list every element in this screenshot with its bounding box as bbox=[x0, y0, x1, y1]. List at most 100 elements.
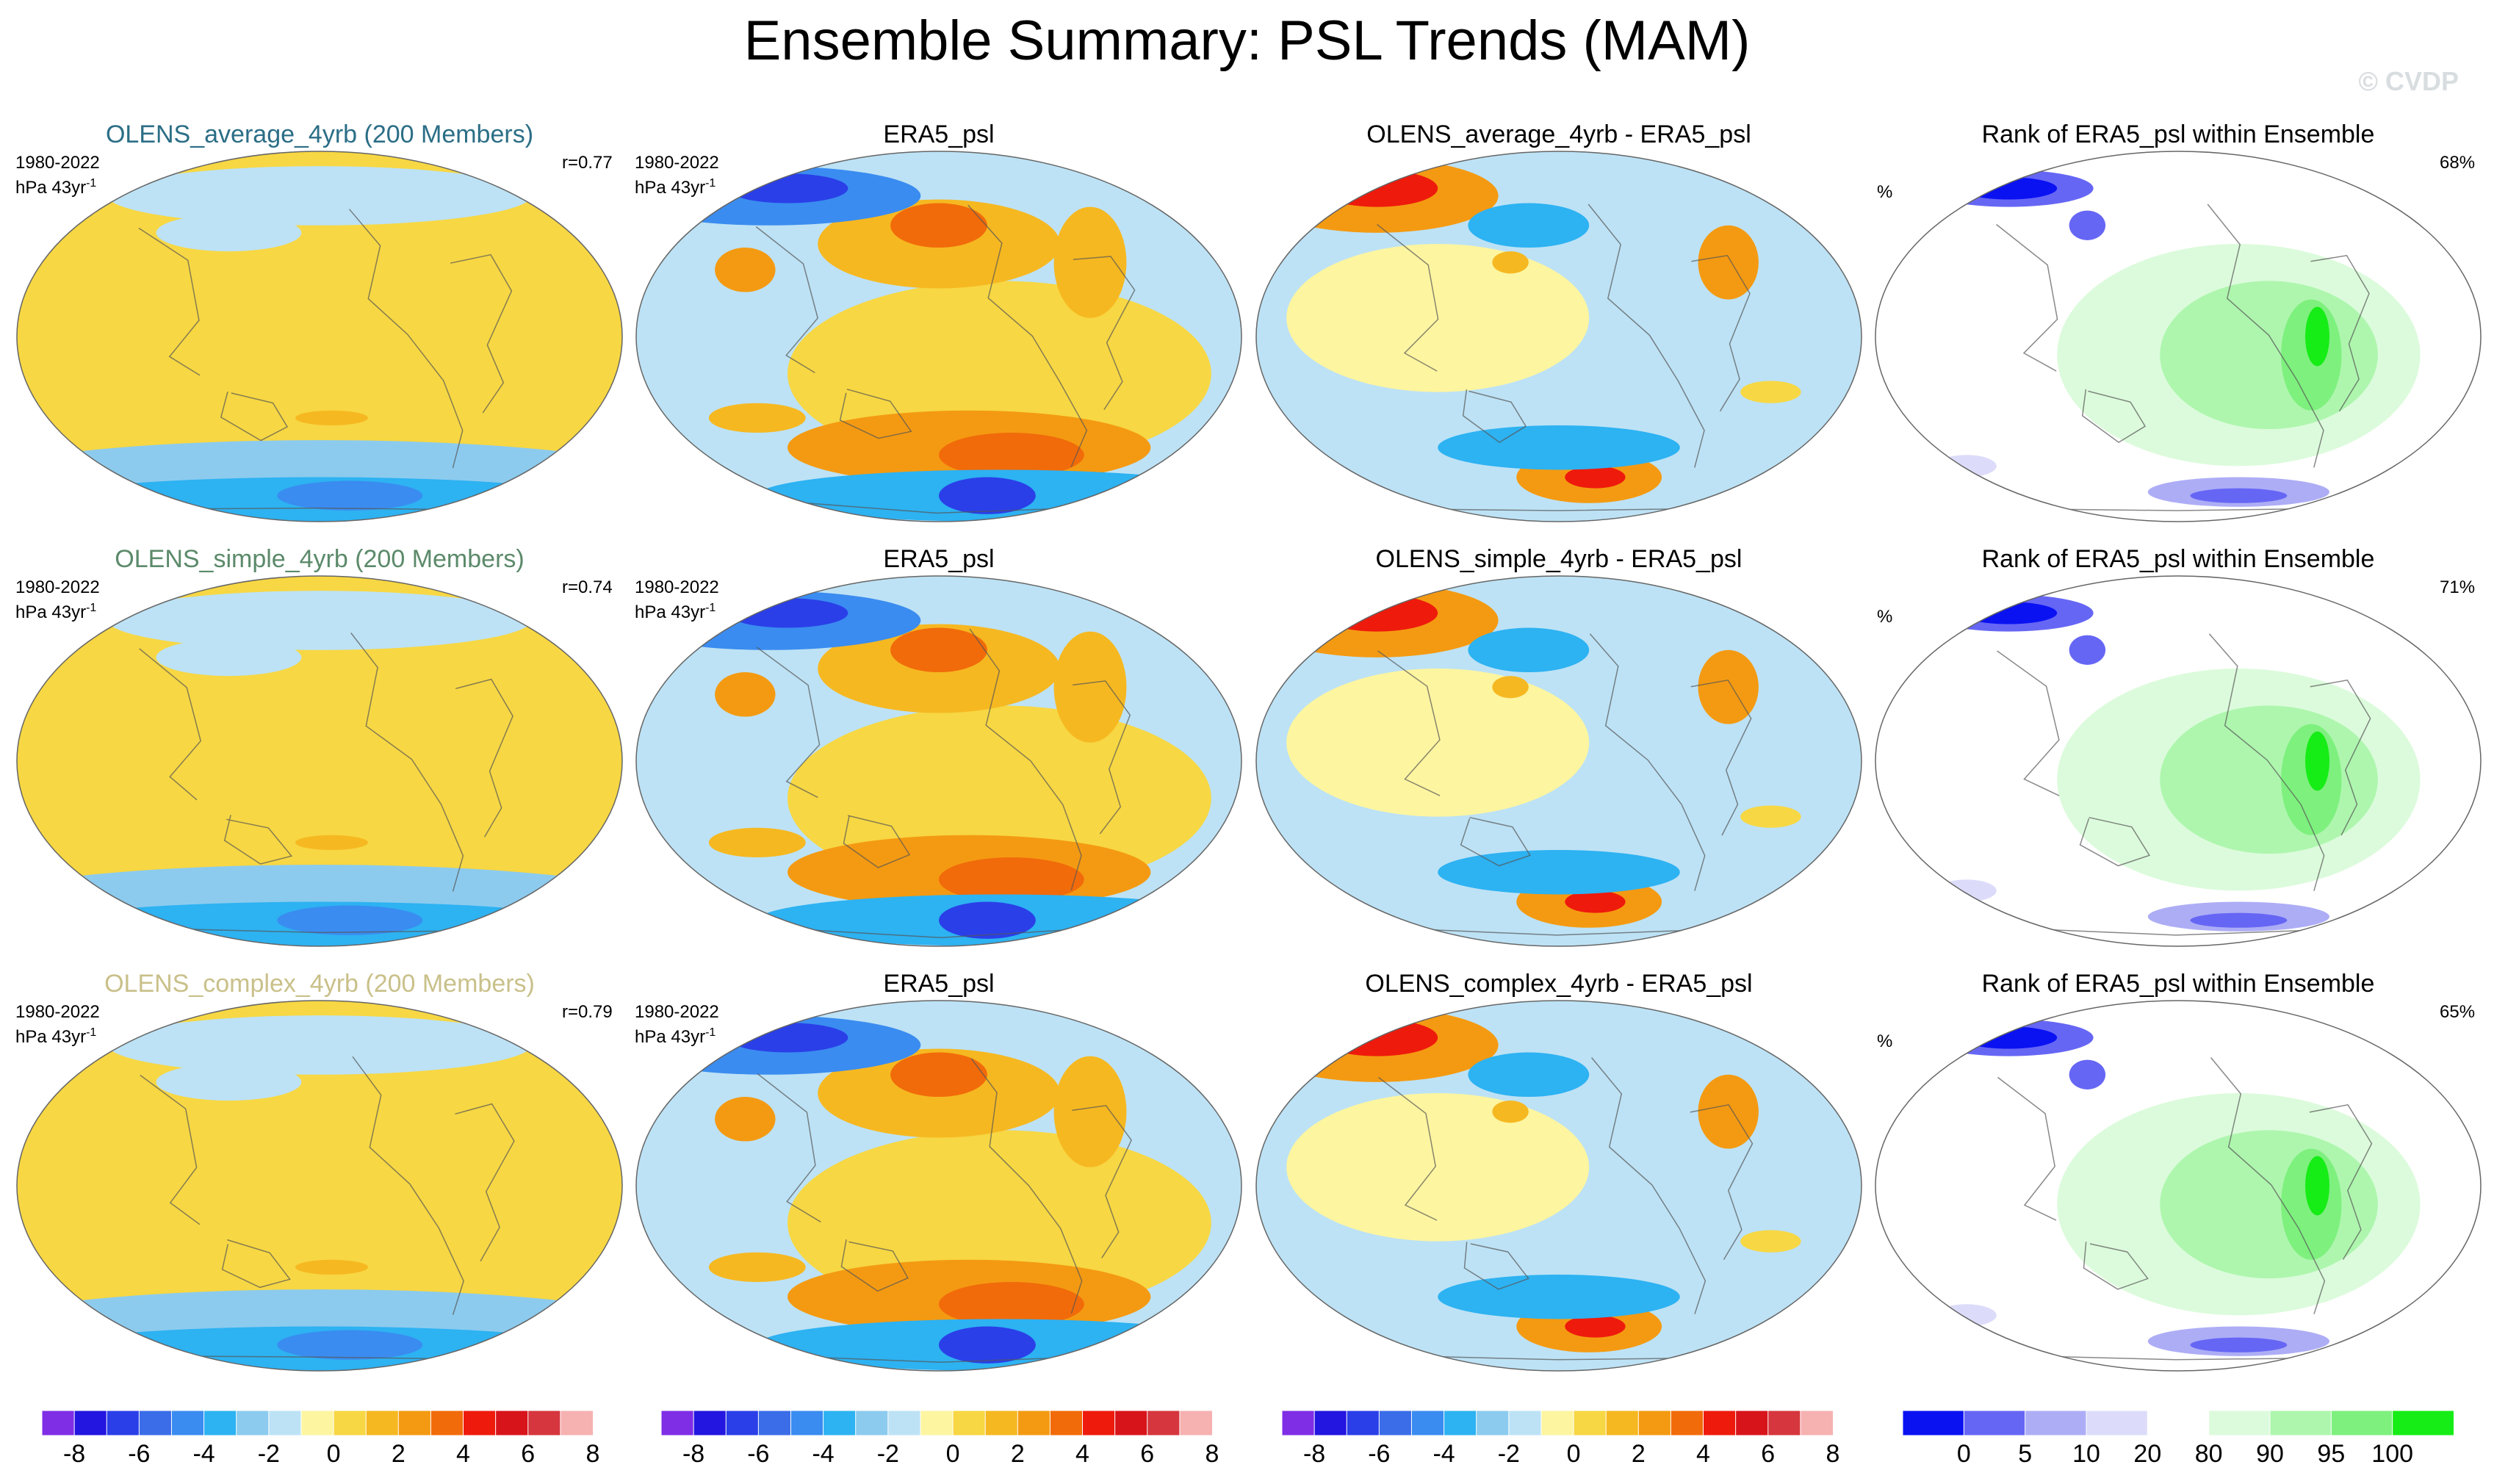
rank-unit: % bbox=[1877, 607, 1893, 627]
obs-field-region bbox=[890, 1052, 987, 1098]
coastline bbox=[694, 628, 1182, 939]
obs-field-region bbox=[727, 173, 848, 203]
colorbar-tick-label: 100 bbox=[2371, 1440, 2414, 1468]
colorbar-swatch bbox=[1573, 1411, 1607, 1436]
colorbar-swatch bbox=[1767, 1411, 1801, 1436]
colorbar-swatch bbox=[2025, 1411, 2088, 1436]
colorbar-tick-label: -2 bbox=[876, 1440, 899, 1468]
rank-field-region bbox=[1936, 455, 1997, 478]
obs-title-row2: ERA5_psl bbox=[883, 545, 995, 573]
colorbar-swatch bbox=[2147, 1411, 2210, 1436]
colorbar-swatch bbox=[661, 1411, 695, 1436]
pattern-correlation: r=0.77 bbox=[562, 153, 613, 173]
rank-field-region bbox=[2305, 306, 2329, 367]
coastline bbox=[1314, 1057, 1802, 1361]
model-field-region bbox=[295, 835, 368, 850]
colorbar-swatch bbox=[2392, 1411, 2454, 1436]
colorbar-tick-label: 2 bbox=[1010, 1440, 1025, 1468]
colorbar-tick-label: 95 bbox=[2317, 1440, 2346, 1468]
colorbar-swatch bbox=[1670, 1411, 1704, 1436]
colorbar-tick-label: 8 bbox=[1205, 1440, 1219, 1468]
rank-global-percent: 65% bbox=[2440, 1002, 2476, 1022]
model-field-region bbox=[107, 1015, 532, 1075]
obs-field-region bbox=[939, 857, 1084, 902]
colorbar-swatch bbox=[1082, 1411, 1116, 1436]
rank-field-region bbox=[2069, 635, 2106, 665]
ensemble-title-row1: OLENS_average_4yrb (200 Members) bbox=[105, 120, 534, 148]
diff-field-region bbox=[1565, 890, 1626, 913]
colorbar-swatch bbox=[1735, 1411, 1769, 1436]
colorbar-swatch bbox=[855, 1411, 889, 1436]
colorbar-swatch bbox=[1540, 1411, 1575, 1436]
units-label: hPa 43yr-1 bbox=[15, 602, 97, 622]
rank-field-region bbox=[2069, 1059, 2106, 1089]
coastline bbox=[1933, 1057, 2421, 1361]
map-boundary bbox=[635, 1000, 1242, 1372]
colorbar-swatch bbox=[952, 1411, 987, 1436]
colorbar-swatch bbox=[2086, 1411, 2149, 1436]
units-label: hPa 43yr-1 bbox=[635, 177, 716, 198]
colorbar-swatch bbox=[1313, 1411, 1348, 1436]
map-boundary bbox=[1875, 1000, 2482, 1372]
colorbar-tick-label: 2 bbox=[1631, 1440, 1646, 1468]
colorbar-swatch bbox=[495, 1411, 529, 1436]
rank-field-region bbox=[1960, 602, 2058, 624]
units-label: hPa 43yr-1 bbox=[635, 602, 716, 622]
coastline bbox=[75, 633, 561, 934]
colorbar-swatch bbox=[73, 1411, 108, 1436]
trend-colorbar-1 bbox=[42, 1411, 593, 1436]
obs-title-row3: ERA5_psl bbox=[883, 970, 995, 998]
diff-field-region bbox=[1492, 1101, 1529, 1123]
coastline bbox=[696, 204, 1182, 514]
colorbar-swatch bbox=[1476, 1411, 1510, 1436]
colorbar-tick-label: -2 bbox=[257, 1440, 280, 1468]
rank-field-region bbox=[1960, 177, 2058, 200]
period-label: 1980-2022 bbox=[635, 577, 719, 597]
colorbar-tick-label: 2 bbox=[391, 1440, 406, 1468]
colorbar-swatch bbox=[1346, 1411, 1380, 1436]
colorbar-swatch bbox=[920, 1411, 954, 1436]
diff-field-region bbox=[1565, 466, 1626, 489]
period-label: 1980-2022 bbox=[635, 153, 719, 173]
colorbar-swatch bbox=[138, 1411, 173, 1436]
diff-field-region bbox=[1740, 1230, 1801, 1253]
colorbar-swatch bbox=[1963, 1411, 2026, 1436]
coastline bbox=[1936, 633, 2421, 936]
rank-title-row2: Rank of ERA5_psl within Ensemble bbox=[1981, 545, 2375, 573]
colorbar-swatch bbox=[1508, 1411, 1542, 1436]
units-exponent: -1 bbox=[705, 602, 716, 614]
colorbar-tick-label: -4 bbox=[1432, 1440, 1455, 1468]
colorbar-swatch bbox=[463, 1411, 497, 1436]
obs-field-region bbox=[708, 827, 806, 858]
rank-field-region bbox=[2160, 705, 2378, 854]
obs-field-region bbox=[715, 672, 776, 717]
diff-field-region bbox=[1438, 849, 1680, 895]
coastline bbox=[1933, 203, 2421, 511]
map-boundary bbox=[16, 1000, 623, 1372]
units-exponent: -1 bbox=[705, 1026, 716, 1039]
colorbar-tick-label: 6 bbox=[1761, 1440, 1776, 1468]
obs-field-region bbox=[727, 598, 848, 628]
pattern-correlation: r=0.79 bbox=[562, 1002, 613, 1022]
colorbar-tick-label: -2 bbox=[1497, 1440, 1520, 1468]
diff-map-row1 bbox=[1255, 151, 1862, 522]
colorbar-swatch bbox=[1114, 1411, 1148, 1436]
obs-map-row1 bbox=[635, 151, 1242, 522]
colorbar-swatch bbox=[268, 1411, 302, 1436]
period-label: 1980-2022 bbox=[635, 1002, 719, 1022]
obs-field-region bbox=[890, 627, 987, 673]
map-boundary bbox=[635, 151, 1242, 522]
obs-field-region bbox=[715, 248, 776, 292]
colorbar-swatch bbox=[430, 1411, 464, 1436]
colorbar-tick-label: 4 bbox=[1696, 1440, 1710, 1468]
diff-field-region bbox=[1468, 203, 1590, 248]
diff-map-row3 bbox=[1255, 1000, 1862, 1372]
colorbar-tick-label: -8 bbox=[682, 1440, 705, 1468]
obs-field-region bbox=[715, 1097, 776, 1142]
colorbar-tick-label: 5 bbox=[2018, 1440, 2033, 1468]
map-boundary bbox=[1255, 151, 1862, 522]
obs-field-region bbox=[708, 403, 806, 433]
coastline bbox=[78, 209, 561, 511]
colorbar-tick-label: -8 bbox=[1302, 1440, 1326, 1468]
obs-map-row2 bbox=[635, 575, 1242, 947]
